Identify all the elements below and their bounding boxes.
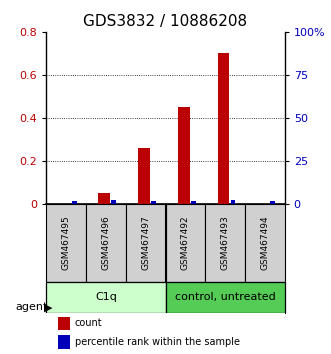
Text: control, untreated: control, untreated [175,292,275,302]
FancyBboxPatch shape [245,204,285,282]
Bar [58,336,70,349]
Bar [178,107,190,204]
Bar [231,200,235,204]
Text: agent: agent [15,302,48,312]
Text: GSM467493: GSM467493 [220,215,230,270]
Text: GSM467492: GSM467492 [181,215,190,270]
Text: GSM467495: GSM467495 [62,215,71,270]
FancyBboxPatch shape [86,204,126,282]
FancyBboxPatch shape [166,204,205,282]
Text: GSM467497: GSM467497 [141,215,150,270]
FancyBboxPatch shape [205,204,245,282]
Bar [270,201,275,204]
Bar [112,200,116,204]
Bar [191,201,196,204]
Text: count: count [75,319,103,329]
Text: ▶: ▶ [44,302,52,312]
FancyBboxPatch shape [46,282,166,313]
Bar [98,193,110,204]
Text: percentile rank within the sample: percentile rank within the sample [75,337,240,347]
Text: C1q: C1q [95,292,117,302]
FancyBboxPatch shape [46,204,86,282]
FancyBboxPatch shape [126,204,166,282]
Text: GSM467494: GSM467494 [260,215,269,270]
Bar [151,201,156,204]
Bar [72,201,76,204]
Title: GDS3832 / 10886208: GDS3832 / 10886208 [83,14,248,29]
FancyBboxPatch shape [166,282,285,313]
Bar [217,53,229,204]
Bar [58,317,70,330]
Text: GSM467496: GSM467496 [101,215,111,270]
Bar [138,148,150,204]
